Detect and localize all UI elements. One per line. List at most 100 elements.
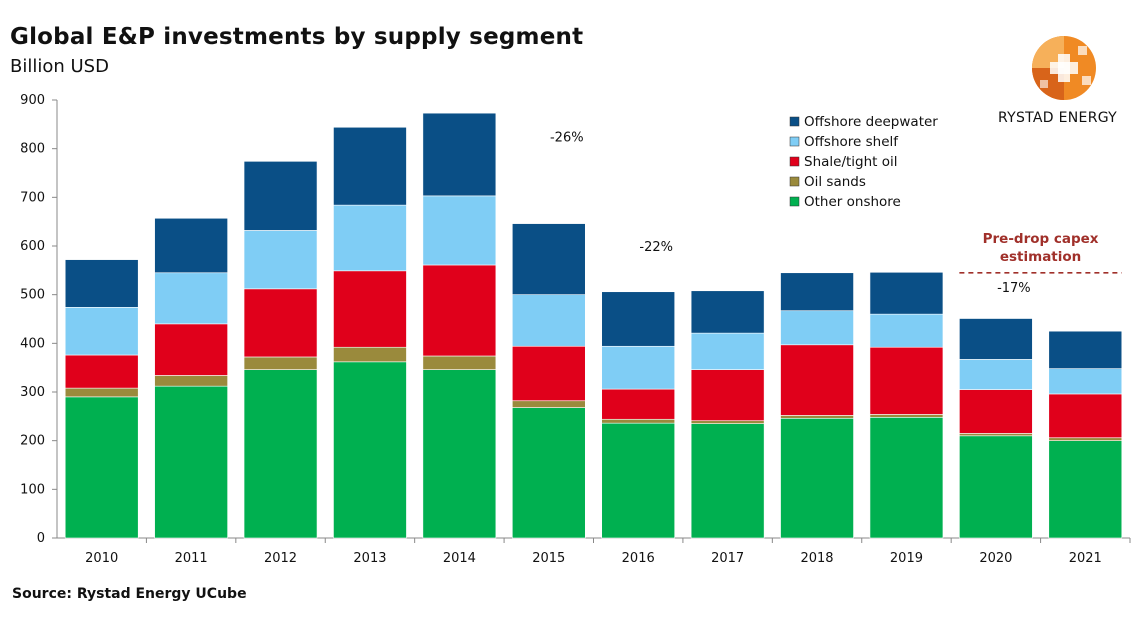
bar-segment-offshore-shelf: [511, 294, 586, 347]
bar-segment-other-onshore: [869, 417, 944, 539]
bar-segment-oil-sands: [511, 400, 586, 408]
legend-swatch: [789, 196, 800, 207]
bar-segment-offshore-shelf: [1048, 368, 1123, 395]
bar-segment-shale-tight-oil: [64, 354, 139, 389]
source-note: Source: Rystad Energy UCube: [12, 586, 247, 602]
x-tick-label: 2012: [264, 551, 297, 566]
bar-segment-offshore-deepwater: [243, 161, 318, 231]
legend-label: Offshore shelf: [804, 134, 899, 150]
bar-segment-oil-sands: [1048, 437, 1123, 441]
y-tick-label: 300: [20, 385, 45, 400]
bar-segment-oil-sands: [959, 433, 1033, 437]
bar-segment-shale-tight-oil: [511, 345, 586, 402]
bar-segment-shale-tight-oil: [959, 389, 1033, 434]
bar-segment-shale-tight-oil: [690, 369, 765, 422]
x-tick-label: 2018: [800, 551, 833, 566]
stacked-bar-chart: 0 100 200 300 400 500 600 700 800 900 2010 2011 2012…: [20, 93, 1131, 566]
bar-segment-offshore-deepwater: [333, 126, 407, 206]
bar-segment-offshore-shelf: [422, 195, 497, 266]
y-tick-label: 200: [20, 434, 45, 449]
legend-swatch: [789, 136, 800, 147]
bar-segment-shale-tight-oil: [422, 264, 497, 357]
bar-segment-offshore-shelf: [154, 272, 228, 325]
bar-segment-offshore-deepwater: [1048, 330, 1123, 369]
legend-swatch: [789, 116, 800, 127]
x-tick-label: 2014: [443, 551, 476, 566]
y-tick-label: 500: [20, 288, 45, 303]
y-tick-label: 700: [20, 190, 45, 205]
legend-label: Oil sands: [804, 174, 866, 190]
legend-swatch: [789, 176, 800, 187]
bar-segment-offshore-deepwater: [601, 291, 676, 347]
y-tick-label: 0: [37, 531, 45, 546]
rystad-logo-icon: [1032, 36, 1096, 100]
bar-segment-oil-sands: [333, 346, 407, 363]
bar-segment-oil-sands: [243, 356, 318, 370]
bar-segment-other-onshore: [690, 423, 765, 539]
bar-segment-other-onshore: [154, 385, 228, 539]
x-tick-label: 2010: [85, 551, 118, 566]
x-tick-label: 2021: [1069, 551, 1102, 566]
logo-text: RYSTAD ENERGY: [998, 110, 1118, 126]
bar-segment-offshore-deepwater: [154, 217, 228, 274]
x-tick-label: 2020: [979, 551, 1012, 566]
x-tick-label: 2013: [353, 551, 386, 566]
legend-label: Shale/tight oil: [804, 154, 898, 170]
bar-segment-offshore-shelf: [869, 313, 944, 348]
bar-segment-offshore-shelf: [333, 204, 407, 272]
bar-segment-oil-sands: [869, 414, 944, 418]
bar-segment-oil-sands: [780, 415, 854, 419]
bar-segment-offshore-deepwater: [511, 223, 586, 295]
bar-segment-offshore-shelf: [690, 332, 765, 370]
change-annotation: -26%: [550, 130, 584, 145]
bar-segment-shale-tight-oil: [333, 270, 407, 348]
bar-segment-other-onshore: [780, 417, 854, 539]
bar-segment-oil-sands: [690, 420, 765, 424]
bar-segment-offshore-deepwater: [780, 272, 854, 312]
bar-segment-oil-sands: [64, 387, 139, 398]
bar-segment-offshore-shelf: [780, 310, 854, 346]
bar-segment-shale-tight-oil: [869, 346, 944, 415]
bar-segment-offshore-deepwater: [959, 318, 1033, 360]
bar-segment-other-onshore: [511, 407, 586, 539]
bar-segment-other-onshore: [422, 369, 497, 539]
bar-segment-oil-sands: [154, 375, 228, 387]
legend-label: Offshore deepwater: [804, 114, 938, 130]
bar-segment-oil-sands: [422, 355, 497, 370]
reference-label-line2: estimation: [1000, 249, 1081, 265]
legend-label: Other onshore: [804, 194, 901, 210]
y-tick-label: 600: [20, 239, 45, 254]
y-tick-label: 900: [20, 93, 45, 108]
x-tick-label: 2016: [622, 551, 655, 566]
bar-segment-offshore-deepwater: [64, 259, 139, 308]
bar-segment-shale-tight-oil: [601, 388, 676, 420]
bar-segment-offshore-deepwater: [690, 290, 765, 334]
x-tick-label: 2019: [890, 551, 923, 566]
bar-segment-other-onshore: [64, 396, 139, 539]
x-tick-label: 2017: [711, 551, 744, 566]
bar-segment-offshore-shelf: [243, 230, 318, 290]
x-tick-label: 2011: [175, 551, 208, 566]
bar-segment-shale-tight-oil: [243, 288, 318, 358]
x-tick-label: 2015: [532, 551, 565, 566]
bar-segment-offshore-shelf: [64, 307, 139, 356]
change-annotation: -17%: [997, 281, 1031, 296]
bar-segment-offshore-shelf: [601, 345, 676, 390]
y-tick-label: 400: [20, 336, 45, 351]
bar-segment-other-onshore: [333, 361, 407, 539]
bar-segment-shale-tight-oil: [154, 323, 228, 376]
bar-segment-other-onshore: [1048, 440, 1123, 539]
bar-segment-shale-tight-oil: [780, 344, 854, 416]
chart-subtitle: Billion USD: [10, 56, 109, 77]
bar-segment-shale-tight-oil: [1048, 393, 1123, 439]
legend-swatch: [789, 156, 800, 167]
bar-segment-other-onshore: [959, 435, 1033, 539]
change-annotation: -22%: [639, 240, 673, 255]
chart-title: Global E&P investments by supply segment: [10, 24, 584, 50]
bar-segment-other-onshore: [243, 369, 318, 539]
bar-segment-oil-sands: [601, 418, 676, 424]
y-tick-label: 100: [20, 482, 45, 497]
bar-segment-offshore-deepwater: [869, 271, 944, 315]
bar-segment-offshore-deepwater: [422, 112, 497, 197]
bar-segment-other-onshore: [601, 422, 676, 539]
